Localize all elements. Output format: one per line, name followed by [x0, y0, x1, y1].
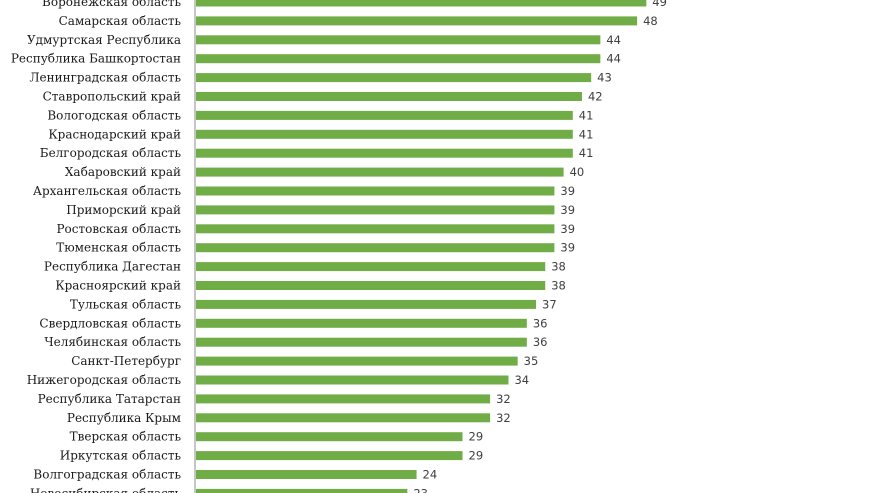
data-label: 44 — [606, 33, 621, 47]
bar — [196, 186, 555, 196]
category-label: Ленинградская область — [30, 71, 182, 85]
category-label: Красноярский край — [55, 279, 181, 293]
data-label: 23 — [413, 486, 428, 493]
bar — [196, 318, 527, 328]
category-label: Ставропольский край — [43, 90, 181, 104]
category-label: Вологодская область — [47, 108, 181, 122]
category-label: Краснодарский край — [48, 127, 181, 141]
bar — [196, 299, 537, 309]
data-label: 32 — [496, 411, 511, 425]
category-label: Республика Крым — [67, 411, 181, 425]
category-label: Республика Башкортостан — [11, 52, 181, 66]
bar — [196, 375, 509, 385]
data-label: 40 — [570, 165, 585, 179]
category-label: Удмуртская Республика — [27, 33, 181, 47]
category-label: Иркутская область — [60, 449, 182, 463]
category-labels: Воронежская область Самарская область Удму… — [11, 0, 182, 493]
data-label: 42 — [588, 90, 603, 104]
bar — [196, 0, 647, 7]
data-label: 34 — [514, 373, 529, 387]
bar — [196, 356, 518, 366]
category-label: Воронежская область — [42, 0, 181, 9]
data-label: 38 — [551, 279, 566, 293]
data-label: 36 — [533, 335, 548, 349]
data-label: 37 — [542, 297, 557, 311]
bar — [196, 148, 573, 158]
category-label: Новосибирская область — [30, 486, 182, 493]
data-label: 38 — [551, 260, 566, 274]
data-label: 48 — [643, 14, 658, 28]
category-label: Нижегородская область — [27, 373, 182, 387]
data-label: 29 — [469, 449, 484, 463]
category-label: Республика Дагестан — [44, 260, 181, 274]
category-label: Республика Татарстан — [38, 392, 181, 406]
data-label: 49 — [652, 0, 667, 9]
data-label: 43 — [597, 71, 612, 85]
data-label: 39 — [560, 184, 575, 198]
data-labels: 49 48 44 44 43 42 41 41 41 40 39 39 39 39 38 38 37 36 36 35… — [413, 0, 667, 493]
bar — [196, 243, 555, 253]
bar — [196, 110, 573, 120]
bar — [196, 470, 417, 479]
category-label: Ростовская область — [56, 222, 181, 236]
data-label: 41 — [579, 127, 594, 141]
category-label: Тюменская область — [56, 241, 181, 255]
bars — [196, 0, 647, 493]
category-label: Белгородская область — [40, 146, 182, 160]
data-label: 39 — [560, 222, 575, 236]
data-label: 41 — [579, 108, 594, 122]
bar — [196, 205, 555, 215]
category-label: Самарская область — [59, 14, 182, 28]
data-label: 44 — [606, 52, 621, 66]
bar — [196, 35, 601, 45]
category-label: Волгоградская область — [33, 468, 181, 482]
data-label: 32 — [496, 392, 511, 406]
data-label: 41 — [579, 146, 594, 160]
category-label: Архангельская область — [33, 184, 182, 198]
category-label: Санкт-Петербург — [71, 354, 181, 368]
bar — [196, 451, 463, 461]
bar — [196, 16, 638, 26]
bar — [196, 413, 491, 423]
category-label: Приморский край — [66, 203, 181, 217]
category-label: Свердловская область — [39, 316, 181, 330]
category-label: Тверская область — [70, 430, 182, 444]
bar — [196, 337, 527, 347]
bar — [196, 488, 408, 493]
bar — [196, 394, 491, 404]
data-label: 39 — [560, 241, 575, 255]
data-label: 24 — [423, 468, 438, 482]
bar — [196, 167, 564, 177]
data-label: 39 — [560, 203, 575, 217]
category-label: Хабаровский край — [65, 165, 181, 179]
category-label: Челябинская область — [44, 335, 181, 349]
bar — [196, 129, 573, 139]
bar — [196, 262, 546, 272]
data-label: 29 — [469, 430, 484, 444]
bar — [196, 432, 463, 442]
category-label: Тульская область — [70, 297, 182, 311]
data-label: 35 — [524, 354, 539, 368]
bar — [196, 73, 592, 83]
bar — [196, 92, 582, 101]
data-label: 36 — [533, 316, 548, 330]
bar — [196, 281, 546, 290]
bar — [196, 54, 601, 64]
bar — [196, 224, 555, 234]
